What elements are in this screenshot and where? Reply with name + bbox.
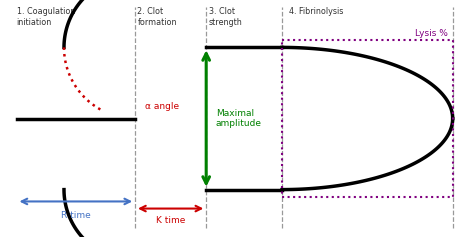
Text: 4. Fibrinolysis: 4. Fibrinolysis (289, 7, 344, 16)
Text: 1. Coagulation
initiation: 1. Coagulation initiation (17, 7, 75, 27)
Text: 3. Clot
strength: 3. Clot strength (209, 7, 242, 27)
Text: 2. Clot
formation: 2. Clot formation (137, 7, 177, 27)
Text: K time: K time (156, 216, 185, 225)
Text: Lysis %: Lysis % (415, 29, 448, 38)
Text: Maximal
amplitude: Maximal amplitude (216, 109, 262, 128)
Text: α angle: α angle (145, 102, 179, 111)
Text: R time: R time (61, 211, 91, 220)
